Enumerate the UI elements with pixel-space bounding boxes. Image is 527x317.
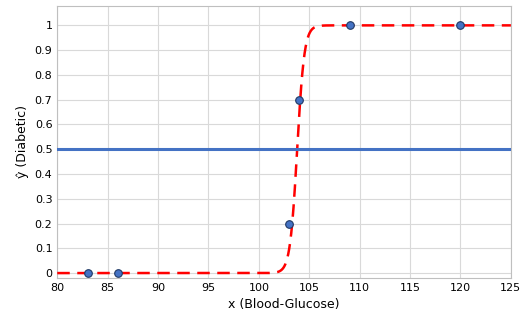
Point: [456, 23, 465, 28]
Y-axis label: ŷ (Diabetic): ŷ (Diabetic): [16, 105, 29, 178]
Point: [83, 270, 92, 275]
Point: [113, 270, 122, 275]
X-axis label: x (Blood-Glucose): x (Blood-Glucose): [228, 298, 340, 311]
Point: [345, 23, 354, 28]
Point: [285, 221, 294, 226]
Point: [295, 97, 304, 102]
